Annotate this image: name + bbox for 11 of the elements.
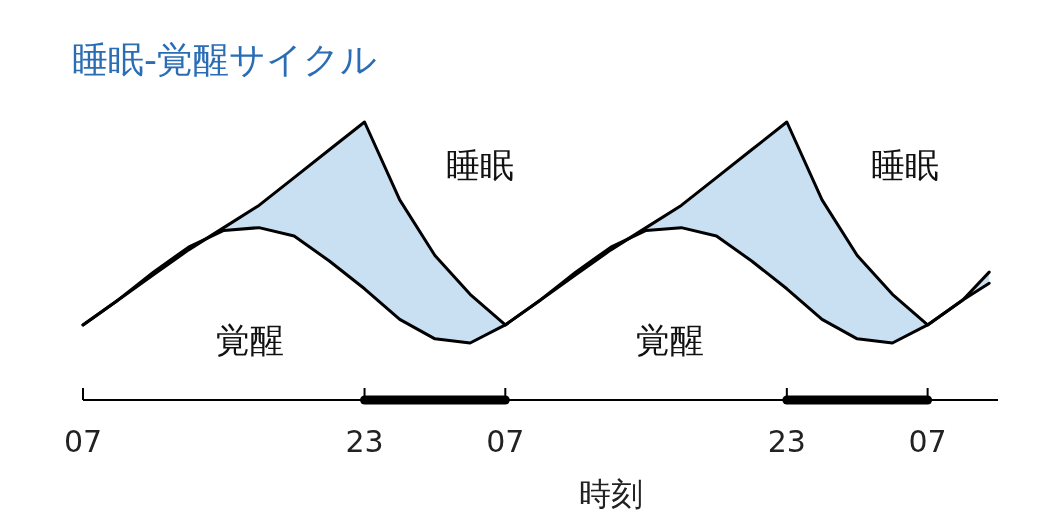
annotation: 覚醒 bbox=[216, 320, 284, 360]
annotation: 睡眠 bbox=[446, 145, 514, 185]
chart-title: 睡眠-覚醒サイクル bbox=[72, 39, 377, 80]
annotation: 睡眠 bbox=[871, 145, 939, 185]
x-tick-label: 07 bbox=[908, 424, 947, 459]
x-tick-label: 23 bbox=[345, 424, 384, 459]
annotation: 覚醒 bbox=[636, 320, 704, 360]
x-tick-label: 07 bbox=[63, 424, 103, 459]
x-tick-label: 23 bbox=[767, 424, 806, 459]
x-axis-title: 時刻 bbox=[578, 475, 643, 513]
x-tick-label: 07 bbox=[486, 424, 525, 459]
